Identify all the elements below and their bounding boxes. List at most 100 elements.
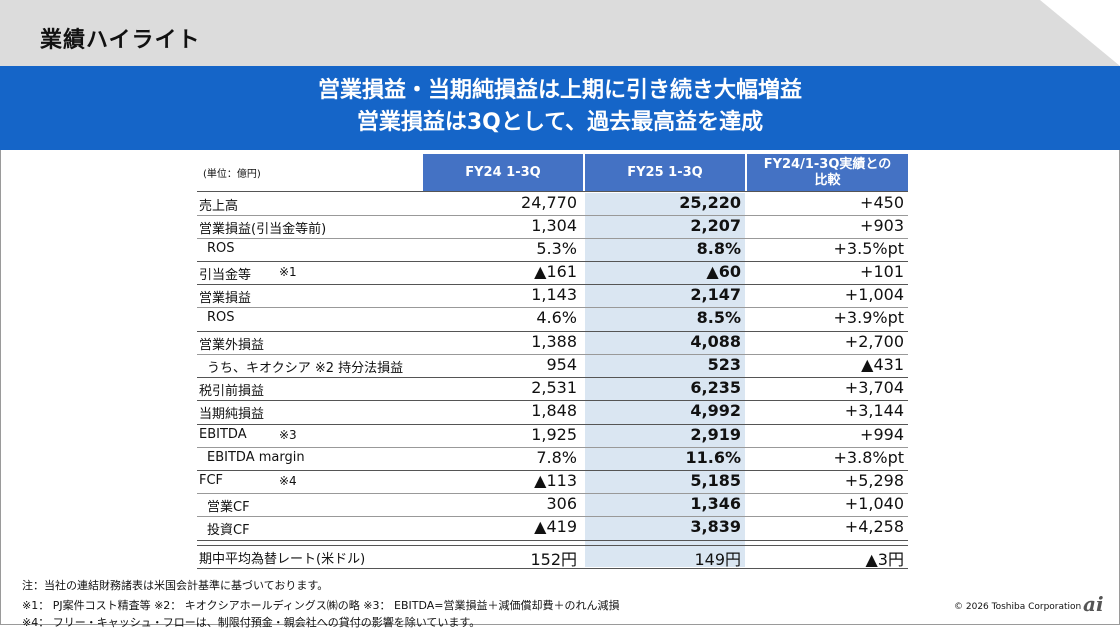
row-label: 投資CF: [207, 523, 250, 538]
value-diff: +2,700: [844, 332, 904, 351]
table-rule: [197, 331, 908, 332]
row-label: 引当金等: [199, 268, 252, 283]
value-fy24: 1,304: [531, 216, 577, 235]
table-row: うち、キオクシア ※2 持分法損益 954 523 ▲431: [197, 355, 908, 377]
ai-logo: ai: [1083, 592, 1104, 616]
table-rule: [197, 215, 908, 216]
table-row: 営業損益(引当金等前) 1,304 2,207 +903: [197, 216, 908, 238]
table-row: 売上高 24,770 25,220 +450: [197, 193, 908, 215]
table-rule: [197, 516, 908, 517]
value-fy25: 2,147: [690, 285, 741, 304]
column-header-diff-line-1: FY24/1-3Q実績との: [763, 156, 892, 172]
row-label: 売上高: [199, 199, 239, 214]
table-row: 当期純損益 1,848 4,992 +3,144: [197, 401, 908, 423]
value-fy25: 523: [707, 355, 741, 374]
value-fy25: ▲60: [706, 262, 741, 281]
row-note: ※1: [279, 265, 297, 279]
value-diff: +3.8%pt: [833, 448, 904, 467]
value-diff: +5,298: [844, 471, 904, 490]
value-fy25: 149円: [694, 550, 741, 569]
unit-label: (単位：億円): [203, 169, 261, 180]
value-fy25: 11.6%: [685, 448, 741, 467]
table-row: 営業損益 1,143 2,147 +1,004: [197, 285, 908, 307]
headline-banner: 営業損益・当期純損益は上期に引き続き大幅増益 営業損益は3Qとして、過去最高益を…: [0, 66, 1120, 150]
value-diff: +903: [860, 216, 904, 235]
value-fy25: 4,088: [690, 332, 741, 351]
value-fy24: ▲113: [534, 471, 577, 490]
value-fy24: 7.8%: [536, 448, 577, 467]
row-label: 営業CF: [207, 500, 250, 515]
value-fy25: 8.5%: [696, 308, 741, 327]
copyright: © 2026 Toshiba Corporation: [954, 602, 1082, 612]
value-fy25: 5,185: [690, 471, 741, 490]
value-diff: +450: [860, 193, 904, 212]
row-label: EBITDA: [199, 427, 247, 442]
table-rule: [197, 447, 908, 448]
row-label: 営業損益(引当金等前): [199, 222, 327, 237]
value-diff: ▲3円: [865, 550, 905, 569]
table-rule: [197, 354, 908, 355]
value-fy24: 24,770: [521, 193, 577, 212]
row-label: 営業損益: [199, 291, 252, 306]
row-label: うち、キオクシア ※2 持分法損益: [207, 361, 404, 376]
value-fy24: 954: [546, 355, 577, 374]
page-title: 業績ハイライト: [40, 28, 201, 53]
row-label: 営業外損益: [199, 338, 265, 353]
table-rule: [197, 400, 908, 401]
headline-line-1: 営業損益・当期純損益は上期に引き続き大幅増益: [317, 78, 802, 103]
table-row: 引当金等 ※1 ▲161 ▲60 +101: [197, 262, 908, 284]
table-row: 期中平均為替レート(米ドル) 152円 149円 ▲3円: [197, 546, 908, 569]
table-row: EBITDA ※3 1,925 2,919 +994: [197, 425, 908, 447]
value-fy25: 8.8%: [696, 239, 741, 258]
value-fy24: ▲161: [534, 262, 577, 281]
value-fy24: 1,143: [531, 285, 577, 304]
row-label: ROS: [207, 241, 235, 256]
table-row: EBITDA margin 7.8% 11.6% +3.8%pt: [197, 448, 908, 470]
table-row: 営業CF 306 1,346 +1,040: [197, 494, 908, 516]
footnote-2: ※1： PJ案件コスト精査等 ※2： キオクシアホールディングス㈱の略 ※3： …: [22, 599, 620, 612]
value-fy25: 4,992: [690, 401, 741, 420]
value-fy24: 1,925: [531, 425, 577, 444]
value-fy25: 2,207: [690, 216, 741, 235]
row-label: EBITDA margin: [207, 450, 305, 465]
table-rule: [197, 493, 908, 494]
column-header-diff-line-2: 比較: [814, 172, 841, 188]
row-label: 期中平均為替レート(米ドル): [199, 552, 366, 567]
table-rule: [197, 545, 908, 546]
table-rule: [197, 470, 908, 471]
value-fy25: 1,346: [690, 494, 741, 513]
header-bar: 業績ハイライト: [0, 0, 1120, 66]
headline-line-2: 営業損益は3Qとして、過去最高益を達成: [356, 110, 764, 135]
value-fy24: 5.3%: [536, 239, 577, 258]
value-fy25: 2,919: [690, 425, 741, 444]
value-fy25: 25,220: [679, 193, 741, 212]
value-diff: +101: [860, 262, 904, 281]
row-note: ※4: [279, 474, 297, 488]
table-rule: [197, 284, 908, 285]
column-header-fy25: FY25 1-3Q: [585, 154, 745, 191]
table-row: ROS 5.3% 8.8% +3.5%pt: [197, 239, 908, 261]
value-diff: +3,144: [844, 401, 904, 420]
table-rule: [197, 238, 908, 239]
value-diff: ▲431: [861, 355, 904, 374]
value-fy24: 2,531: [531, 378, 577, 397]
table-rule: [197, 377, 908, 378]
table-rule: [197, 540, 908, 541]
value-diff: +3,704: [844, 378, 904, 397]
fy25-column-highlight: [585, 193, 745, 567]
table-row: FCF ※4 ▲113 5,185 +5,298: [197, 471, 908, 493]
value-diff: +3.5%pt: [833, 239, 904, 258]
table-row: 税引前損益 2,531 6,235 +3,704: [197, 378, 908, 400]
table-rule: [197, 307, 908, 308]
footnote-1: 注：当社の連結財務諸表は米国会計基準に基づいております。: [22, 579, 329, 592]
value-fy24: 4.6%: [536, 308, 577, 327]
row-label: FCF: [199, 473, 224, 488]
row-label: 当期純損益: [199, 407, 265, 422]
row-note: ※3: [279, 428, 297, 442]
value-diff: +4,258: [844, 517, 904, 536]
footnote-3: ※4： フリー・キャッシュ・フローは、制限付預金・親会社への貸付の影響を除いてい…: [22, 616, 481, 629]
value-fy24: 1,388: [531, 332, 577, 351]
row-label: ROS: [207, 310, 235, 325]
value-fy25: 3,839: [690, 517, 741, 536]
table-rule: [197, 261, 908, 262]
